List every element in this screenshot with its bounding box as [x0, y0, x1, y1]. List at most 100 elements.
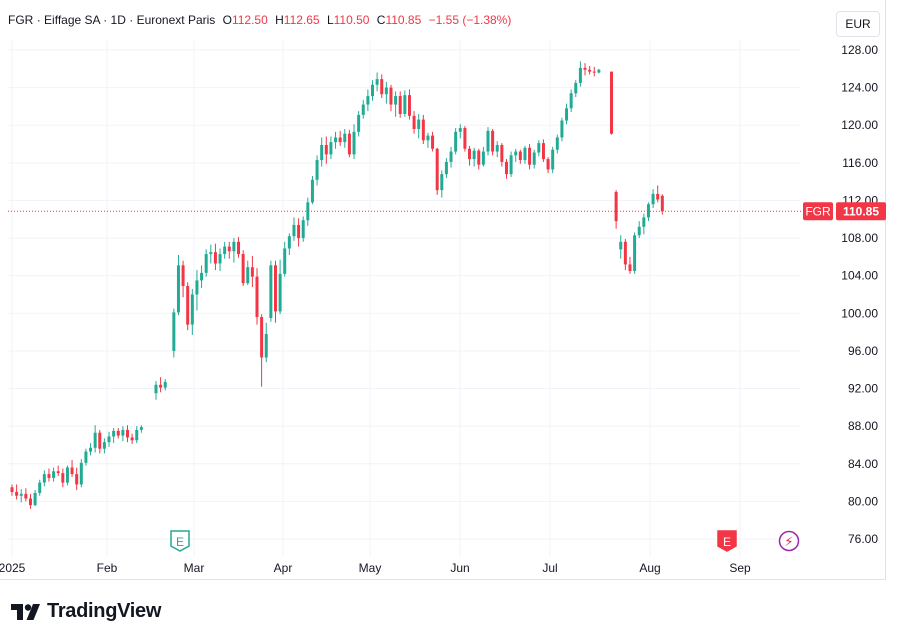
candle-body: [121, 429, 125, 436]
x-tick-label: Apr: [274, 561, 293, 575]
candle-body: [574, 82, 578, 94]
candle-body: [565, 108, 569, 121]
dividend-marker: [778, 530, 800, 552]
candle-body: [102, 442, 106, 449]
candle-body: [10, 487, 14, 492]
candle-body: [646, 204, 650, 218]
candle-body: [651, 193, 655, 205]
candle-body: [255, 276, 259, 318]
candle-body: [481, 151, 485, 165]
candle-body: [98, 432, 102, 449]
candle-body: [343, 133, 347, 143]
x-tick-label: Aug: [639, 561, 660, 575]
candle-body: [352, 131, 356, 155]
earnings-marker-mar: [170, 530, 190, 552]
candle-body: [260, 317, 264, 358]
candle-body: [500, 144, 504, 162]
legend-close-label: C: [376, 13, 386, 27]
candle-body: [190, 294, 194, 325]
earnings-marker-sep-label: E: [723, 535, 731, 549]
candle-body: [320, 144, 324, 161]
tradingview-logo[interactable]: TradingView: [11, 600, 161, 623]
candle-body: [186, 286, 190, 325]
y-tick-label: 76.00: [848, 532, 878, 546]
earnings-marker-sep: [717, 530, 737, 552]
candle-body: [357, 114, 361, 132]
candle-body: [477, 150, 481, 165]
legend-interval: 1D: [110, 13, 126, 27]
candle-body: [458, 128, 462, 132]
candle-body: [310, 179, 314, 203]
candle-body: [610, 71, 613, 134]
candle-body: [33, 492, 37, 506]
candle-body: [107, 436, 111, 443]
candle-body: [241, 254, 245, 284]
price-label-value: 110.85: [843, 204, 879, 218]
candle-body: [209, 252, 213, 255]
legend-change: −1.55 (−1.38%): [428, 13, 512, 27]
candle-body: [204, 254, 208, 273]
candle-body: [126, 429, 129, 438]
candle-body: [278, 273, 282, 312]
legend-low: 110.50: [333, 13, 370, 27]
candle-body: [592, 71, 596, 73]
legend-high-label: H: [275, 13, 284, 27]
candle-body: [537, 143, 541, 153]
candle-body: [504, 161, 508, 175]
candle-body: [463, 128, 467, 149]
chart-frame: [0, 0, 886, 580]
y-tick-label: 116.00: [842, 156, 878, 170]
candle-body: [47, 474, 51, 478]
candle-body: [532, 152, 536, 165]
candle-body: [301, 220, 305, 239]
candle-body: [61, 473, 65, 483]
symbol-legend: FGR · Eiffage SA · 1D · Euronext Paris O…: [8, 13, 511, 27]
candle-body: [338, 137, 342, 143]
candle-body: [15, 491, 19, 496]
candle-body: [472, 150, 476, 160]
candle-body: [380, 79, 384, 95]
candle-body: [112, 430, 116, 437]
candle-body: [560, 120, 564, 138]
candle-body: [454, 131, 458, 152]
candle-body: [246, 267, 250, 284]
x-tick-label: Jun: [450, 561, 469, 575]
candle-body: [555, 137, 559, 150]
legend-sep-1: ·: [36, 13, 45, 27]
candle-body: [84, 451, 88, 463]
earnings-marker-mar-label: E: [176, 535, 184, 549]
candle-body: [283, 248, 287, 274]
candle-body: [366, 96, 370, 105]
candle-body: [269, 265, 273, 319]
candle-body: [569, 93, 573, 109]
candle-body: [660, 195, 664, 212]
candle-body: [642, 217, 646, 227]
candle-body: [628, 264, 632, 271]
legend-open-label: O: [222, 13, 232, 27]
candle-body: [421, 119, 425, 141]
y-tick-label: 80.00: [848, 494, 878, 508]
y-tick-label: 108.00: [841, 231, 878, 245]
legend-symbol: FGR: [8, 13, 34, 27]
candle-body: [551, 149, 555, 170]
y-tick-label: 84.00: [848, 457, 878, 471]
candle-body: [75, 474, 79, 485]
candle-body: [491, 130, 495, 152]
candle-body: [588, 69, 592, 72]
currency-button[interactable]: EUR: [836, 11, 880, 37]
candle-body: [518, 151, 522, 161]
price-chart[interactable]: 128.00124.00120.00116.00112.00108.00104.…: [0, 0, 897, 580]
candle-body: [130, 437, 134, 441]
candle-body: [389, 87, 393, 105]
candle-body: [223, 246, 227, 255]
candle-body: [449, 151, 453, 162]
candle-body: [42, 474, 46, 483]
price-label-symbol: FGR: [805, 204, 831, 218]
candle-body: [495, 144, 499, 152]
y-tick-label: 92.00: [848, 382, 878, 396]
candle-body: [426, 135, 430, 141]
dividend-marker-icon: ⚡: [784, 535, 793, 550]
candle-body: [93, 432, 97, 448]
x-tick-label: Jul: [542, 561, 557, 575]
candle-body: [176, 265, 180, 313]
